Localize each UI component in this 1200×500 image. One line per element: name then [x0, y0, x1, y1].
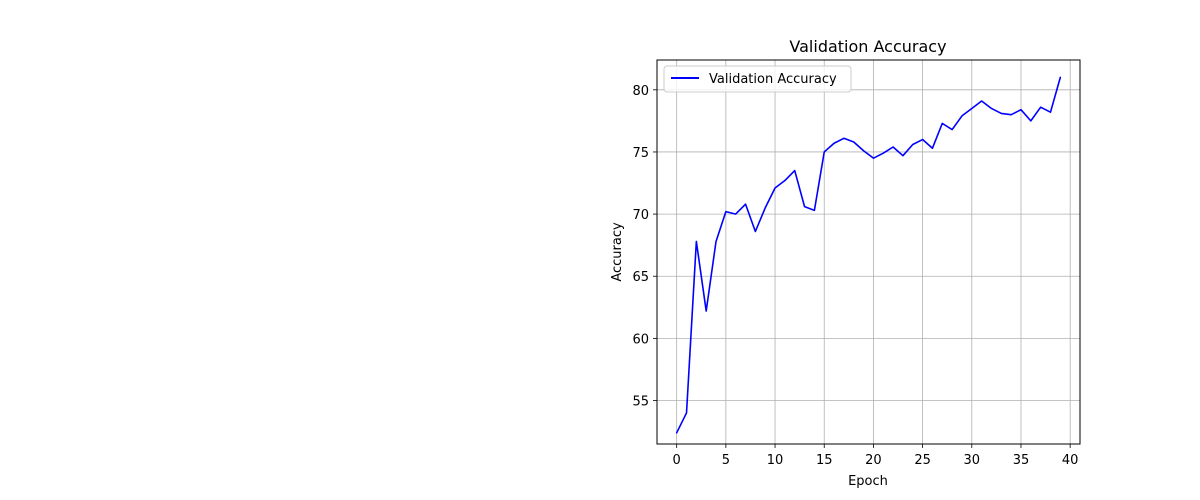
y-axis-label: Accuracy	[610, 222, 625, 282]
y-tick-label: 60	[632, 332, 649, 347]
legend-entry-label: Validation Accuracy	[709, 72, 837, 87]
y-tick-label: 80	[632, 84, 649, 99]
x-tick-label: 0	[673, 453, 681, 468]
x-tick-label: 30	[964, 453, 981, 468]
chart-title: Validation Accuracy	[789, 37, 946, 56]
y-tick-label: 70	[632, 208, 649, 223]
axes-frame	[656, 59, 1081, 445]
y-tick-label: 55	[632, 395, 649, 410]
grid-layer	[657, 60, 1080, 444]
x-tick-label: 15	[816, 453, 833, 468]
x-tick-label: 35	[1013, 453, 1030, 468]
x-tick-label: 20	[865, 453, 882, 468]
series-layer	[675, 76, 1062, 434]
legend-box	[663, 65, 852, 93]
x-tick-label: 25	[914, 453, 931, 468]
x-tick-label: 10	[767, 453, 784, 468]
x-axis-label: Epoch	[848, 474, 888, 489]
x-tick-label: 40	[1062, 453, 1079, 468]
y-tick-label: 65	[632, 270, 649, 285]
x-tick-label: 5	[722, 453, 730, 468]
y-tick-label: 75	[632, 146, 649, 161]
legend: Validation Accuracy	[663, 65, 852, 93]
series-line	[675, 76, 1062, 434]
tick-layer: 0 5 10 15 20 25 30 35 40 55 60 65 70 75 80	[632, 84, 1078, 468]
